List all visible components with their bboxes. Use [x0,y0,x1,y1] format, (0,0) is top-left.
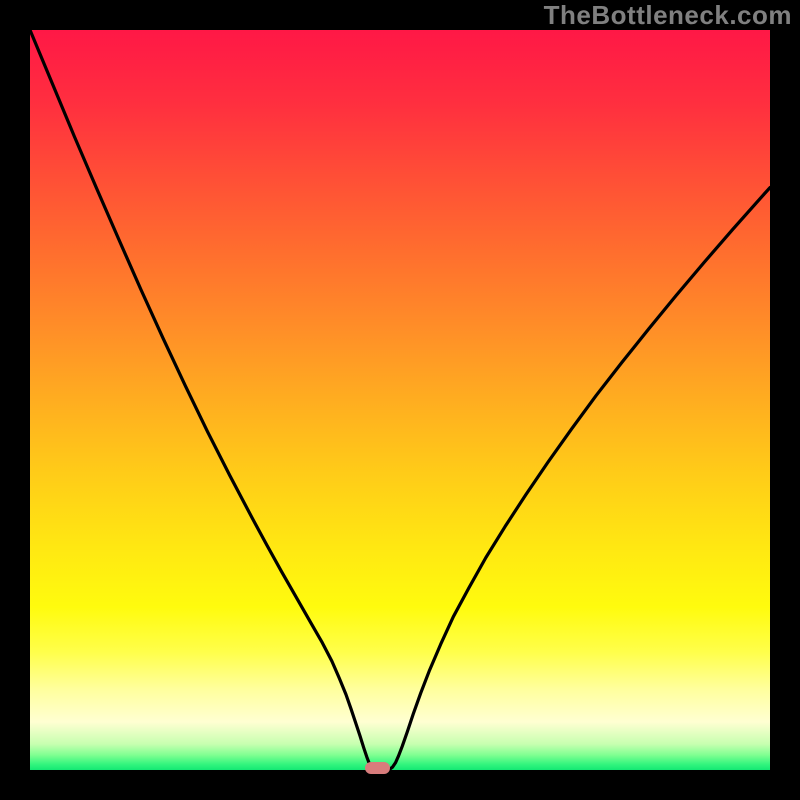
plot-area [30,30,770,770]
curve-layer [30,30,770,770]
chart-container: TheBottleneck.com [0,0,800,800]
optimum-marker [365,762,390,774]
watermark-label: TheBottleneck.com [544,0,792,31]
bottleneck-curve [30,30,770,770]
